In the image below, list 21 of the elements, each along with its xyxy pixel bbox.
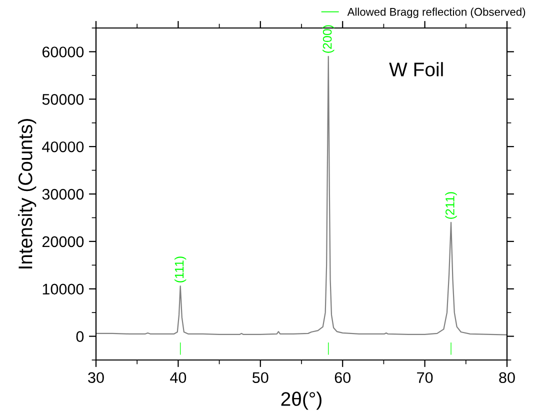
y-tick-label: 40000 (42, 141, 84, 152)
annotation: W Foil (389, 62, 443, 76)
x-tick-label: 80 (499, 372, 515, 384)
x-axis-title: 2θ(°) (281, 392, 322, 410)
y-axis-title: Intensity (Counts) (18, 119, 36, 268)
x-tick-label: 50 (252, 372, 268, 384)
x-tick-label: 70 (417, 372, 433, 384)
legend-label: Allowed Bragg reflection (Observed) (347, 8, 526, 18)
line-series (96, 56, 507, 336)
y-tick-label: 60000 (42, 46, 84, 58)
x-tick-label: 30 (88, 372, 104, 384)
y-tick-label: 0 (76, 331, 84, 342)
annotation: (200) (322, 25, 334, 53)
annotation: (111) (174, 256, 186, 282)
y-tick-label: 10000 (42, 284, 84, 295)
x-tick-label: 60 (334, 372, 350, 384)
annotation: (211) (445, 192, 457, 219)
y-tick-label: 20000 (42, 236, 84, 248)
y-tick-label: 50000 (42, 94, 84, 105)
x-tick-label: 40 (170, 372, 186, 384)
y-tick-label: 30000 (42, 188, 84, 200)
